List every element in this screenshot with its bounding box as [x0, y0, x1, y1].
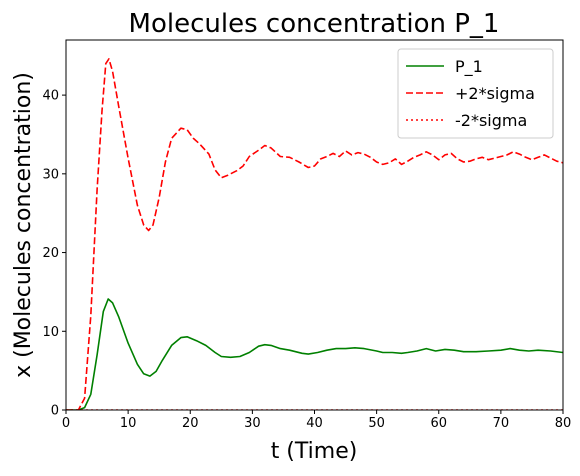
x-tick-label: 40	[306, 416, 323, 431]
y-tick-label: 0	[51, 404, 59, 419]
x-tick-label: 50	[368, 416, 385, 431]
y-axis-label: x (Molecules concentration)	[11, 72, 36, 378]
x-tick-label: 20	[182, 416, 199, 431]
x-tick-label: 70	[493, 416, 510, 431]
legend-label-3: -2*sigma	[455, 111, 527, 130]
series-line-1	[66, 298, 563, 410]
legend-box	[397, 48, 554, 139]
legend-label-2: +2*sigma	[455, 84, 535, 103]
x-tick-label: 60	[430, 416, 447, 431]
plot-area	[66, 58, 563, 410]
legend-label-1: P_1	[455, 57, 483, 77]
y-tick-label: 30	[42, 167, 59, 182]
x-tick-label: 0	[62, 416, 70, 431]
x-axis-label: t (Time)	[271, 439, 358, 464]
x-tick-label: 30	[244, 416, 261, 431]
chart-title: Molecules concentration P_1	[129, 9, 500, 39]
y-tick-label: 10	[42, 325, 59, 340]
legend: P_1 +2*sigma -2*sigma	[397, 48, 554, 139]
y-tick-label: 20	[42, 246, 59, 261]
x-tick-label: 80	[555, 416, 572, 431]
series-line-2	[66, 58, 563, 410]
axes: 0 10 20 30 40 50 60 70 80 0 10 20 30 40	[42, 39, 572, 431]
x-tick-label: 10	[120, 416, 137, 431]
y-tick-label: 40	[42, 89, 59, 104]
